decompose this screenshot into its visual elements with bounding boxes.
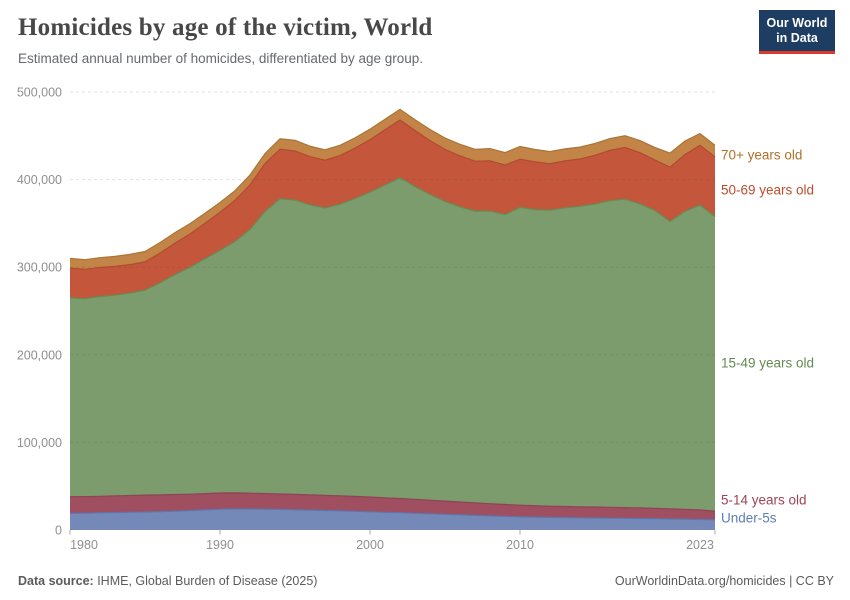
y-tick-label-400000: 400,000: [17, 173, 62, 187]
x-tick-label-2010: 2010: [506, 538, 534, 552]
chart-title: Homicides by age of the victim, World: [18, 14, 433, 41]
area-50-69-years-old[interactable]: [70, 120, 715, 299]
edge-15-49-years-old: [69, 177, 716, 300]
area-15-49-years-old[interactable]: [70, 177, 715, 512]
data-source: Data source: IHME, Global Burden of Dise…: [18, 574, 317, 588]
edge-5-14-years-old: [69, 492, 716, 512]
data-source-label: Data source:: [18, 574, 94, 588]
area-under-5s[interactable]: [70, 508, 715, 530]
series-label-50-69-years-old: 50-69 years old: [721, 183, 814, 198]
edge-under-5s: [69, 508, 716, 521]
edge-50-69-years-old: [69, 119, 716, 270]
series-label-15-49-years-old: 15-49 years old: [721, 356, 814, 371]
area-5-14-years-old[interactable]: [70, 492, 715, 520]
owid-logo-line1: Our World: [766, 16, 828, 30]
x-tick-label-1990: 1990: [206, 538, 234, 552]
series-label-under-5s: Under-5s: [721, 511, 777, 526]
footer-credit[interactable]: OurWorldinData.org/homicides | CC BY: [614, 574, 834, 588]
chart-subtitle: Estimated annual number of homicides, di…: [18, 51, 423, 66]
x-tick-label-2000: 2000: [356, 538, 384, 552]
series-label-5-14-years-old: 5-14 years old: [721, 493, 807, 508]
owid-logo[interactable]: Our World in Data: [759, 10, 835, 54]
series-label-70-plus-years-old: 70+ years old: [721, 148, 802, 163]
owid-logo-line2: in Data: [776, 31, 818, 45]
y-tick-label-100000: 100,000: [17, 436, 62, 450]
chart-footer: Data source: IHME, Global Burden of Dise…: [18, 574, 834, 588]
y-tick-label-200000: 200,000: [17, 348, 62, 362]
data-source-text[interactable]: IHME, Global Burden of Disease (2025): [93, 574, 318, 588]
chart-header: Homicides by age of the victim, World Es…: [18, 14, 750, 66]
x-tick-label-2023: 2023: [686, 538, 714, 552]
x-tick-label-1980: 1980: [70, 538, 98, 552]
y-tick-label-300000: 300,000: [17, 261, 62, 275]
edge-70-plus-years-old: [69, 108, 716, 261]
y-tick-label-500000: 500,000: [17, 86, 62, 100]
y-tick-label-0: 0: [55, 524, 62, 538]
